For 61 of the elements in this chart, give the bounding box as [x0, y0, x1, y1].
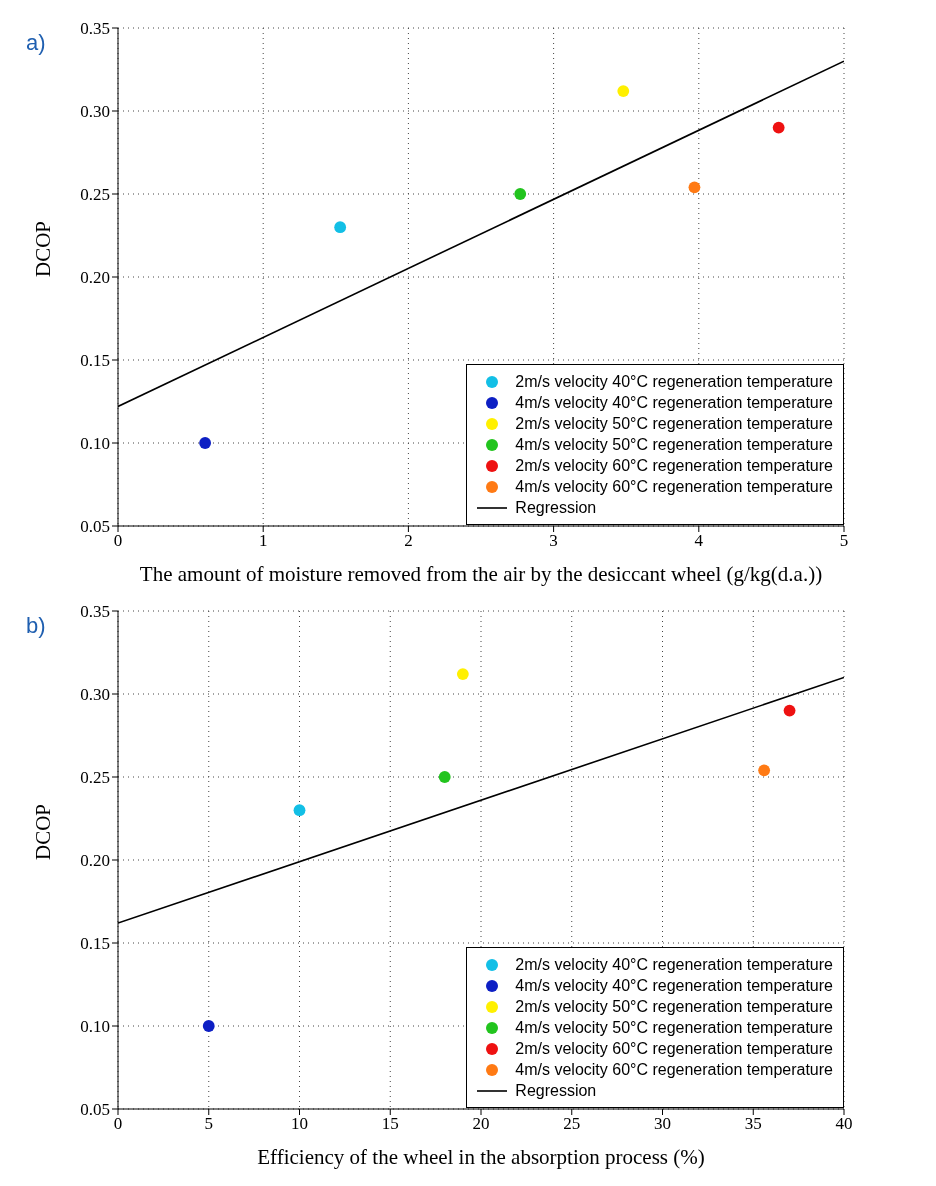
y-tick-label: 0.25 — [80, 185, 110, 205]
legend-label: 4m/s velocity 40°C regeneration temperature — [515, 976, 833, 996]
y-tick-label: 0.20 — [80, 851, 110, 871]
legend-label: Regression — [515, 498, 597, 518]
x-tick-label: 3 — [549, 531, 558, 551]
text: b) — [26, 613, 46, 639]
y-tick-label: 0.15 — [80, 351, 110, 371]
legend-label: 2m/s velocity 40°C regeneration temperature — [515, 955, 833, 975]
legend-label: 2m/s velocity 60°C regeneration temperature — [515, 1039, 833, 1059]
x-tick-label: 15 — [381, 1114, 399, 1134]
legend-label: 4m/s velocity 50°C regeneration temperature — [515, 435, 833, 455]
y-tick-label: 0.10 — [80, 434, 110, 454]
y-axis-title: DCOP — [31, 803, 56, 860]
legend-label: 4m/s velocity 60°C regeneration temperature — [515, 477, 833, 497]
legend-label: Regression — [515, 1081, 597, 1101]
x-tick-label: 25 — [563, 1114, 581, 1134]
point — [758, 764, 771, 777]
legend-label: 4m/s velocity 40°C regeneration temperature — [515, 393, 833, 413]
y-tick-label: 0.35 — [80, 19, 110, 39]
x-tick-label: 4 — [694, 531, 704, 551]
x-tick-label: 0 — [113, 1114, 123, 1134]
y-tick-label: 0.05 — [80, 517, 110, 537]
x-tick-label: 40 — [835, 1114, 853, 1134]
y-tick-label: 0.20 — [80, 268, 110, 288]
point — [334, 221, 347, 234]
x-tick-label: 2 — [404, 531, 413, 551]
y-tick-label: 0.30 — [80, 685, 110, 705]
x-tick-label: 30 — [654, 1114, 671, 1134]
point — [514, 188, 527, 200]
x-tick-label: 35 — [744, 1114, 762, 1134]
point — [617, 85, 630, 97]
x-tick-label: 5 — [839, 531, 849, 551]
x-axis-title: Efficiency of the wheel in the absorption process (%) — [257, 1145, 705, 1169]
point — [202, 1020, 215, 1032]
legend-label: 4m/s velocity 50°C regeneration temperature — [515, 1018, 833, 1038]
point — [199, 437, 212, 449]
legend-label: 2m/s velocity 50°C regeneration temperature — [515, 997, 833, 1017]
x-tick-label: 20 — [472, 1114, 490, 1134]
x-axis-title: The amount of moisture removed from the air by the desiccant wheel (g/kg(d.a.)) — [139, 562, 823, 586]
y-tick-label: 0.25 — [80, 768, 110, 788]
x-tick-label: 10 — [291, 1114, 308, 1134]
x-tick-label: 0 — [113, 531, 123, 551]
y-tick-label: 0.30 — [80, 102, 110, 122]
point — [688, 181, 701, 194]
point — [772, 121, 785, 134]
legend-label: 2m/s velocity 60°C regeneration temperature — [515, 456, 833, 476]
y-tick-label: 0.15 — [80, 934, 110, 954]
text: a) — [26, 30, 46, 56]
legend-label: 4m/s velocity 60°C regeneration temperature — [515, 1060, 833, 1080]
point — [783, 704, 796, 717]
x-tick-label: 1 — [258, 531, 268, 551]
y-tick-label: 0.10 — [80, 1017, 110, 1037]
point — [456, 668, 469, 680]
point — [293, 804, 306, 817]
y-axis-title: DCOP — [31, 220, 56, 277]
y-tick-label: 0.35 — [80, 602, 110, 622]
point — [438, 771, 451, 783]
y-tick-label: 0.05 — [80, 1100, 110, 1120]
legend-label: 2m/s velocity 50°C regeneration temperature — [515, 414, 833, 434]
x-tick-label: 5 — [204, 1114, 213, 1134]
legend-label: 2m/s velocity 40°C regeneration temperature — [515, 372, 833, 392]
